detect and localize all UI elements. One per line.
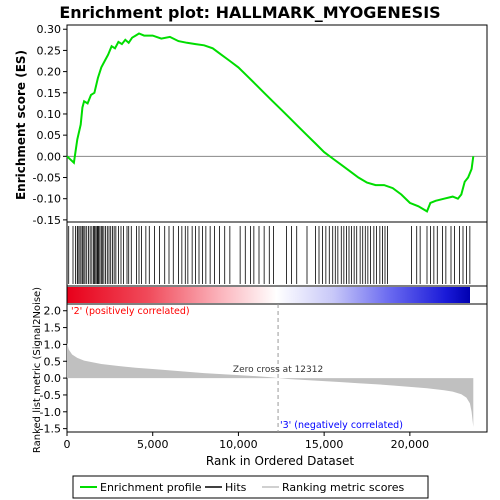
es-y-tick-label: -0.10 bbox=[33, 193, 61, 206]
es-panel-frame bbox=[66, 24, 488, 223]
es-y-tick-label: 0.25 bbox=[37, 44, 62, 57]
es-y-axis-label: Enrichment score (ES) bbox=[14, 50, 28, 200]
x-tick-label: 10,000 bbox=[219, 438, 258, 451]
es-y-tick-label: 0.05 bbox=[37, 129, 62, 142]
legend-enrichment-profile-label: Enrichment profile bbox=[100, 481, 202, 494]
metric-y-tick-label: 2.0 bbox=[44, 305, 62, 318]
chart-title: Enrichment plot: HALLMARK_MYOGENESIS bbox=[59, 3, 440, 22]
es-y-tick-label: 0.00 bbox=[37, 150, 62, 163]
rank-gradient bbox=[67, 287, 470, 303]
legend-ranking-metric-label: Ranking metric scores bbox=[282, 481, 404, 494]
x-tick-label: 15,000 bbox=[305, 438, 344, 451]
x-axis-label: Rank in Ordered Dataset bbox=[206, 454, 354, 468]
metric-y-ticks: -1.5 -1.0 -0.5 0.0 0.5 1.0 1.5 2.0 bbox=[40, 305, 67, 436]
negative-correlation-label: '3' (negatively correlated) bbox=[280, 420, 403, 431]
es-y-tick-label: 0.15 bbox=[37, 87, 62, 100]
metric-y-tick-label: -1.0 bbox=[40, 406, 61, 419]
es-y-tick-label: -0.05 bbox=[33, 172, 61, 185]
es-y-tick-label: -0.15 bbox=[33, 214, 61, 227]
x-tick-label: 0 bbox=[64, 438, 71, 451]
es-y-tick-label: 0.20 bbox=[37, 66, 62, 79]
positive-correlation-label: '2' (positively correlated) bbox=[71, 306, 190, 317]
x-axis-ticks: 0 5,000 10,000 15,000 20,000 bbox=[64, 432, 430, 451]
metric-panel: -1.5 -1.0 -0.5 0.0 0.5 1.0 1.5 2.0 Zero cross a… bbox=[32, 287, 488, 453]
metric-y-tick-label: 0.5 bbox=[44, 355, 62, 368]
es-y-tick-label: 0.10 bbox=[37, 108, 62, 121]
es-panel: -0.15 -0.10 -0.05 0.00 0.05 0.10 0.15 0.20 0.25 0… bbox=[14, 23, 488, 227]
metric-y-tick-label: -1.5 bbox=[40, 423, 61, 436]
ranking-metric-area bbox=[67, 342, 474, 427]
metric-y-tick-label: 1.0 bbox=[44, 338, 62, 351]
metric-y-tick-label: 0.0 bbox=[44, 372, 62, 385]
rank-color-bar bbox=[66, 285, 488, 305]
metric-y-tick-label: -0.5 bbox=[40, 389, 61, 402]
zero-cross-label: Zero cross at 12312 bbox=[233, 365, 323, 375]
x-tick-label: 5,000 bbox=[137, 438, 169, 451]
metric-y-axis-label: Ranked list metric (Signal2Noise) bbox=[32, 287, 43, 453]
legend-hits-label: Hits bbox=[225, 481, 247, 494]
es-y-tick-label: 0.30 bbox=[37, 23, 62, 36]
legend: Enrichment profile Hits Ranking metric s… bbox=[72, 475, 429, 499]
x-tick-label: 20,000 bbox=[391, 438, 430, 451]
es-y-ticks: -0.15 -0.10 -0.05 0.00 0.05 0.10 0.15 0.20 0.25 0… bbox=[33, 23, 67, 227]
metric-y-tick-label: 1.5 bbox=[44, 322, 62, 335]
hit-markers bbox=[68, 226, 471, 284]
hits-panel-frame bbox=[66, 221, 488, 287]
legend-box bbox=[72, 475, 429, 499]
enrichment-profile-line bbox=[66, 32, 475, 213]
hits-panel bbox=[66, 221, 488, 287]
